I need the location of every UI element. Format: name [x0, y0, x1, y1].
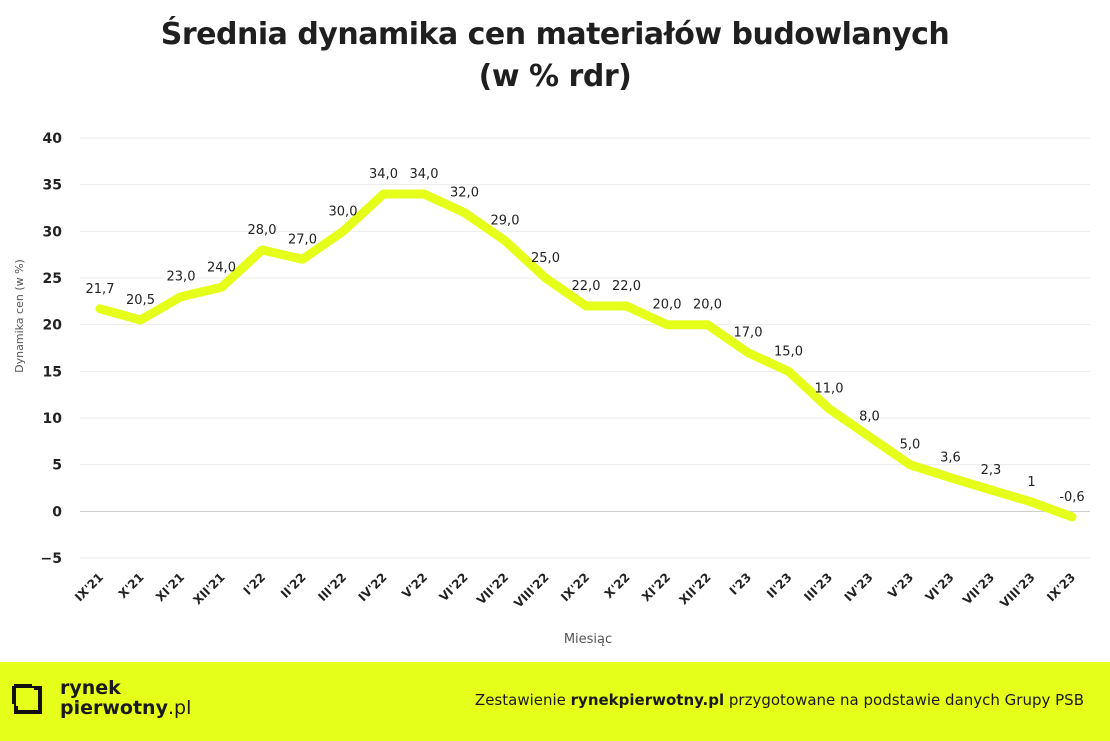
credit-brand: rynekpierwotny.pl [570, 691, 725, 709]
y-axis-label: Dynamika cen (w %) [13, 259, 26, 373]
y-tick-label: 35 [43, 178, 62, 194]
x-tick-label: IX'21 [72, 570, 106, 604]
data-label: 17,0 [734, 326, 763, 341]
logo-wordmark: rynek pierwotny.pl [60, 678, 191, 718]
x-tick-label: VIII'22 [511, 570, 551, 610]
x-tick-label: VII'22 [474, 570, 511, 607]
y-tick-label: 30 [43, 224, 63, 240]
data-label: 1 [1027, 475, 1035, 490]
x-tick-label: VIII'23 [997, 570, 1037, 610]
chart-title-block: Średnia dynamika cen materiałów budowlan… [0, 14, 1110, 98]
data-label: 32,0 [450, 186, 479, 201]
x-axis-ticks: IX'21 X'21 XI'21 XII'21 I'22 II'22 III'22 IV'22… [72, 570, 1078, 610]
x-tick-label: IX'22 [558, 570, 592, 604]
x-axis-label: Miesiąc [564, 632, 612, 647]
data-label: 11,0 [815, 382, 844, 397]
y-tick-label: 5 [52, 458, 62, 474]
x-tick-label: VI'22 [437, 570, 471, 604]
chart-subtitle: (w % rdr) [478, 59, 632, 94]
data-label: 27,0 [288, 232, 317, 247]
x-tick-label: III'22 [315, 570, 349, 604]
x-tick-label: V'23 [885, 570, 916, 601]
x-tick-label: II'22 [278, 570, 309, 601]
data-label: 29,0 [491, 214, 520, 229]
y-tick-label: 15 [43, 364, 62, 380]
data-label: 22,0 [612, 279, 641, 294]
data-labels: 21,7 20,5 23,0 24,0 28,0 27,0 30,0 34,0 34,0 32,0… [86, 167, 1085, 505]
data-label: 5,0 [900, 438, 921, 453]
data-label: 34,0 [369, 167, 398, 182]
x-tick-label: IX'23 [1044, 570, 1078, 604]
data-label: 23,0 [167, 270, 196, 285]
logo-icon [12, 684, 42, 714]
x-tick-label: XI'21 [153, 570, 187, 604]
data-label: 22,0 [572, 279, 601, 294]
y-tick-label: 40 [43, 131, 63, 147]
data-label: 24,0 [207, 260, 236, 275]
footer-bar: rynek pierwotny.pl Zestawienie rynekpier… [0, 662, 1110, 741]
data-label: 8,0 [859, 410, 880, 425]
data-label: 20,5 [126, 293, 155, 308]
y-tick-label: −5 [41, 551, 62, 567]
logo-line2-main: pierwotny [60, 697, 168, 719]
data-label: 20,0 [653, 298, 682, 313]
data-label: 34,0 [410, 167, 439, 182]
x-tick-label: I'22 [241, 570, 268, 597]
data-label: 21,7 [86, 282, 115, 297]
y-tick-label: 10 [43, 411, 63, 427]
grid-lines [80, 137, 1090, 559]
data-label: 20,0 [693, 298, 722, 313]
x-tick-label: III'23 [801, 570, 835, 604]
logo-line2-suffix: .pl [167, 697, 192, 719]
data-label: 28,0 [248, 223, 277, 238]
credit-suffix: przygotowane na podstawie danych Grupy P… [724, 691, 1084, 709]
chart-title: Średnia dynamika cen materiałów budowlan… [160, 17, 950, 52]
source-credit: Zestawienie rynekpierwotny.pl przygotowa… [475, 691, 1084, 709]
logo-line1: rynek [60, 677, 121, 699]
x-tick-label: X'22 [602, 570, 633, 601]
y-tick-label: 20 [43, 318, 63, 334]
x-tick-label: X'21 [116, 570, 147, 601]
data-label: -0,6 [1059, 490, 1084, 505]
data-label: 2,3 [981, 463, 1002, 478]
y-tick-label: 0 [52, 504, 62, 520]
data-label: 30,0 [329, 204, 358, 219]
data-label: 3,6 [940, 451, 961, 466]
series-line [95, 189, 1077, 522]
credit-prefix: Zestawienie [474, 691, 571, 709]
data-label: 15,0 [774, 344, 803, 359]
x-tick-label: XII'21 [190, 570, 227, 607]
data-label: 25,0 [531, 251, 560, 266]
x-tick-label: V'22 [399, 570, 430, 601]
x-tick-label: XII'22 [676, 570, 713, 607]
x-tick-label: IV'23 [842, 570, 876, 604]
y-tick-label: 25 [43, 271, 62, 287]
x-tick-label: II'23 [764, 570, 795, 601]
x-tick-label: VI'23 [923, 570, 957, 604]
logo-line2: pierwotny.pl [60, 698, 191, 718]
x-tick-label: VII'23 [960, 570, 997, 607]
x-tick-label: I'23 [727, 570, 754, 597]
y-axis-ticks: −5 0 5 10 15 20 25 30 35 40 [41, 131, 63, 567]
series-layer [95, 189, 1077, 522]
x-tick-label: XI'22 [639, 570, 673, 604]
x-tick-label: IV'22 [356, 570, 390, 604]
